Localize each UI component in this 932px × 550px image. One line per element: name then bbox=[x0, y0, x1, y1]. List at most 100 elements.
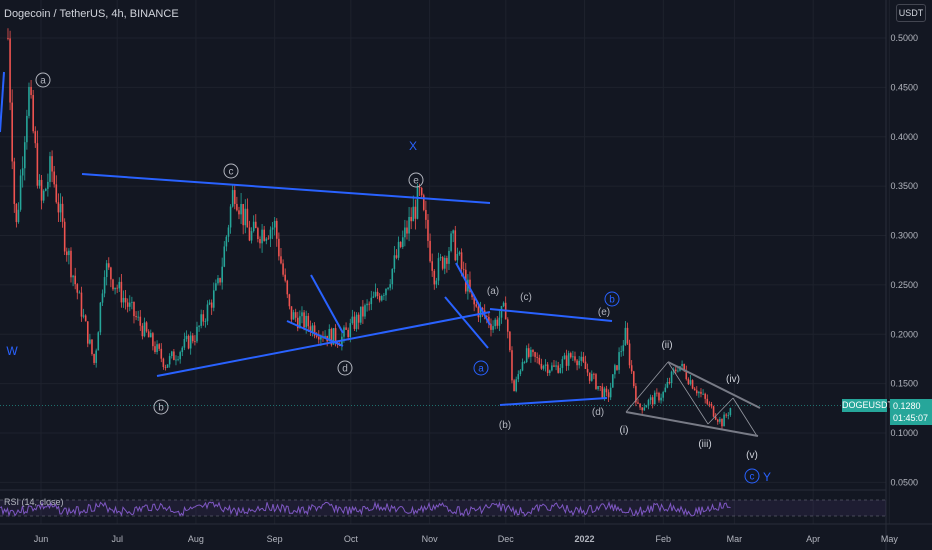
candle-body bbox=[362, 306, 364, 317]
candle-body bbox=[443, 257, 446, 269]
label-W: W bbox=[6, 344, 18, 358]
candle-body bbox=[689, 380, 692, 385]
candle-body bbox=[639, 403, 641, 408]
candle-body bbox=[404, 227, 406, 238]
candle-body bbox=[206, 304, 209, 322]
candle-body bbox=[59, 203, 62, 213]
candle-body bbox=[204, 321, 207, 323]
candle-body bbox=[534, 352, 536, 357]
triangle-upper-trendline bbox=[81, 173, 491, 204]
candle-body bbox=[177, 359, 179, 361]
x-tick-label: Aug bbox=[188, 534, 204, 544]
candle-body bbox=[632, 371, 635, 387]
candle-body bbox=[7, 38, 9, 39]
candle-body bbox=[519, 370, 522, 375]
candle-body bbox=[32, 95, 34, 132]
candle-body bbox=[567, 353, 570, 366]
candle-body bbox=[103, 277, 106, 294]
wedge-wave-ii-iii bbox=[667, 361, 709, 425]
candle-body bbox=[173, 351, 175, 361]
candle-body bbox=[242, 203, 244, 226]
candle-body bbox=[57, 202, 60, 213]
y-tick-label: 0.4000 bbox=[890, 132, 918, 142]
y-tick-label: 0.5000 bbox=[890, 33, 918, 43]
candle-body bbox=[643, 407, 646, 411]
candle-body bbox=[429, 240, 431, 262]
label-paren-c: (c) bbox=[520, 292, 532, 303]
candle-body bbox=[454, 230, 457, 261]
candle-body bbox=[357, 314, 360, 323]
candle-body bbox=[681, 363, 683, 367]
price-axis[interactable]: 0.5000 0.4500 0.4000 0.3500 0.3000 0.2500 0.20… bbox=[890, 33, 918, 487]
candle-body bbox=[347, 329, 349, 338]
candle-body bbox=[212, 290, 215, 308]
candle-body bbox=[282, 263, 284, 275]
label-wave-d: d bbox=[342, 364, 348, 375]
candle-body bbox=[271, 227, 274, 230]
candle-body bbox=[38, 179, 41, 186]
candle-body bbox=[420, 188, 423, 196]
bar-countdown: 01:45:07 bbox=[893, 413, 929, 423]
candle-body bbox=[105, 263, 108, 278]
label-wave-i: (i) bbox=[620, 425, 629, 436]
candle-body bbox=[395, 255, 398, 258]
candle-body bbox=[605, 388, 608, 393]
candle-body bbox=[143, 322, 146, 337]
candle-body bbox=[137, 316, 139, 318]
candle-body bbox=[225, 236, 228, 247]
candle-body bbox=[191, 335, 194, 342]
candle-body bbox=[366, 303, 368, 306]
candle-body bbox=[61, 203, 64, 222]
candle-body bbox=[99, 302, 102, 333]
candle-body bbox=[65, 251, 68, 256]
candle-body bbox=[179, 352, 181, 360]
candle-body bbox=[683, 363, 685, 371]
candle-body bbox=[540, 363, 543, 369]
candle-body bbox=[17, 209, 20, 223]
candle-body bbox=[666, 381, 669, 388]
candle-body bbox=[244, 208, 247, 226]
candle-body bbox=[93, 354, 95, 363]
label-wave-a-circle bbox=[35, 72, 51, 88]
candle-body bbox=[435, 280, 438, 285]
candle-body bbox=[515, 379, 517, 392]
candle-body bbox=[84, 315, 87, 322]
label-wave-a: a bbox=[40, 76, 46, 87]
candle-body bbox=[410, 216, 412, 222]
label-wave-iv: (iv) bbox=[726, 374, 740, 385]
chart-title: Dogecoin / TetherUS, 4h, BINANCE bbox=[4, 8, 179, 20]
candle-body bbox=[70, 250, 72, 278]
candle-body bbox=[485, 316, 488, 317]
candle-body bbox=[208, 302, 211, 305]
candle-body bbox=[401, 237, 404, 247]
candle-body bbox=[353, 316, 356, 329]
candle-body bbox=[599, 386, 601, 387]
candle-body bbox=[55, 184, 58, 203]
candle-body bbox=[229, 206, 232, 228]
currency-button[interactable]: USDT bbox=[896, 4, 926, 22]
candle-body bbox=[490, 324, 492, 330]
candle-body bbox=[641, 407, 643, 411]
candle-body bbox=[240, 203, 242, 215]
label-blue-a-circle bbox=[473, 360, 489, 376]
candle-body bbox=[288, 294, 291, 307]
candle-body bbox=[687, 379, 690, 385]
candle-body bbox=[630, 365, 633, 372]
candle-body bbox=[431, 261, 433, 271]
candle-body bbox=[328, 328, 331, 342]
candle-body bbox=[462, 268, 465, 270]
candle-body bbox=[82, 315, 85, 317]
candle-body bbox=[555, 365, 557, 367]
candle-body bbox=[317, 336, 320, 340]
time-axis[interactable]: Jun Jul Aug Sep Oct Nov Dec 2022 Feb Mar Apr May bbox=[34, 534, 899, 544]
wedge-wave-iv-v bbox=[732, 397, 758, 437]
candle-body bbox=[509, 331, 511, 351]
candle-body bbox=[593, 373, 595, 375]
candle-body bbox=[248, 227, 251, 241]
label-wave-c-circle bbox=[223, 163, 239, 179]
candle-body bbox=[548, 370, 551, 374]
candle-body bbox=[156, 344, 158, 353]
candle-body bbox=[259, 239, 261, 244]
candle-body bbox=[80, 292, 83, 317]
